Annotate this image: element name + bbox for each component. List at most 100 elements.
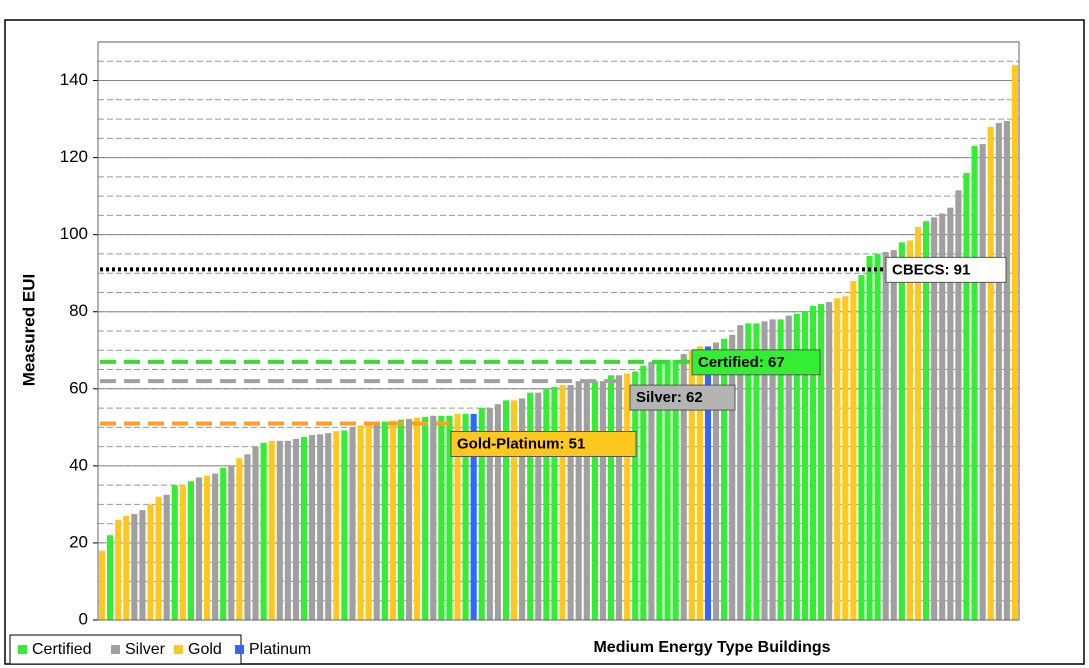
chart-border <box>4 19 1085 665</box>
bar <box>260 442 267 620</box>
bar <box>624 373 631 620</box>
bar <box>745 323 752 620</box>
bar <box>284 440 291 620</box>
bar <box>591 381 598 620</box>
bar <box>737 325 744 620</box>
bar <box>535 392 542 620</box>
y-tick-label: 100 <box>60 224 88 243</box>
bar <box>939 213 946 620</box>
bar <box>607 375 615 620</box>
bar <box>801 311 808 620</box>
bar <box>430 415 437 620</box>
bar <box>510 400 518 620</box>
bar <box>616 375 623 620</box>
bar <box>502 400 510 620</box>
bar <box>882 252 889 621</box>
reference-label: Gold-Platinum: 51 <box>457 435 585 452</box>
bar <box>551 386 558 620</box>
bar <box>155 496 162 620</box>
bar <box>688 350 695 620</box>
bar <box>422 416 429 620</box>
reference-label-box <box>691 349 821 376</box>
bar <box>139 510 146 620</box>
bar <box>648 361 655 620</box>
bar <box>866 255 873 621</box>
bar <box>785 315 792 620</box>
y-axis-label: Measured EUI <box>19 274 38 386</box>
bar <box>874 253 881 620</box>
bar <box>575 381 582 620</box>
bar <box>470 413 477 620</box>
bar <box>923 221 930 620</box>
bar <box>397 419 405 620</box>
legend-label: Silver <box>125 641 166 658</box>
bar <box>115 519 122 620</box>
bar <box>438 415 445 620</box>
legend-swatch <box>174 645 183 654</box>
bar <box>389 420 396 620</box>
bar <box>527 392 534 620</box>
bar <box>300 436 308 620</box>
bar <box>107 535 114 620</box>
bar <box>357 425 364 620</box>
bar <box>220 467 227 620</box>
bar <box>640 365 647 620</box>
bar <box>486 408 493 620</box>
bar <box>656 359 663 620</box>
bar <box>252 446 259 620</box>
bar <box>292 438 300 620</box>
bar <box>268 440 275 620</box>
bar <box>276 440 283 620</box>
bar <box>599 381 607 620</box>
y-tick-label: 0 <box>79 609 88 628</box>
bar <box>236 458 243 620</box>
bar <box>809 305 817 620</box>
bar <box>187 481 194 620</box>
bar <box>729 334 736 620</box>
bar <box>898 242 905 620</box>
bar <box>826 302 833 620</box>
reference-label: Silver: 62 <box>636 389 703 406</box>
bar <box>462 413 469 620</box>
y-tick-label: 60 <box>69 378 88 397</box>
bar <box>478 408 485 620</box>
reference-label-box <box>629 384 736 411</box>
bar <box>309 435 316 620</box>
legend-box <box>9 634 242 665</box>
reference-label: CBECS: 91 <box>892 261 970 278</box>
x-axis-label: Medium Energy Type Buildings <box>593 639 830 656</box>
y-tick-label: 40 <box>69 455 88 474</box>
bar <box>721 338 728 620</box>
legend-swatch <box>18 645 27 654</box>
bar <box>212 473 219 620</box>
bar <box>761 321 768 620</box>
bar <box>195 477 203 620</box>
bar <box>131 514 138 620</box>
bar <box>349 427 356 620</box>
reference-label-box <box>450 430 637 457</box>
bar <box>979 144 986 620</box>
bar <box>405 418 413 620</box>
bar <box>179 485 186 620</box>
bar <box>567 384 574 620</box>
bar <box>963 173 970 620</box>
bar <box>632 371 639 620</box>
bar <box>834 298 841 620</box>
legend-label: Certified <box>32 641 92 658</box>
bar <box>777 319 784 620</box>
legend-swatch <box>111 645 120 654</box>
y-tick-label: 120 <box>60 147 88 166</box>
bar <box>171 485 178 620</box>
plot-border <box>97 41 1020 621</box>
bar <box>203 475 211 620</box>
bar <box>446 415 453 620</box>
reference-label: Certified: 67 <box>698 354 785 371</box>
bar <box>858 275 865 620</box>
bar <box>769 319 776 620</box>
bar <box>906 240 914 621</box>
bar <box>365 423 372 620</box>
bar <box>123 515 130 620</box>
bar <box>931 217 938 620</box>
bar <box>341 430 348 620</box>
